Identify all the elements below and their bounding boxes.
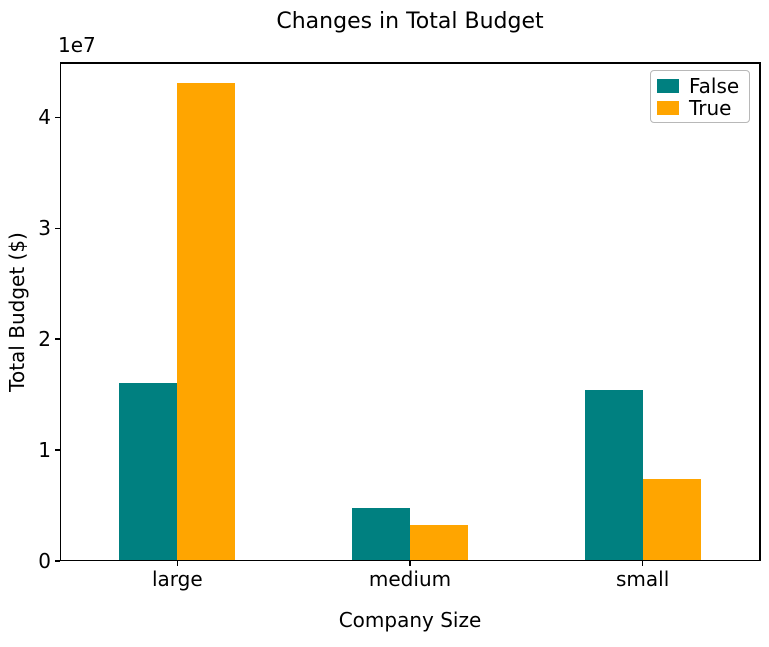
legend: False True: [650, 70, 750, 123]
y-tick-label: 2: [38, 326, 51, 351]
y-tick-label: 1: [38, 437, 51, 462]
plot-spine-bottom: [59, 559, 761, 561]
bar-small-true: [642, 479, 701, 560]
x-tick-label-small: small: [616, 567, 670, 591]
y-axis-scale-offset-label: 1e7: [58, 33, 96, 57]
bar-medium-true: [410, 524, 469, 560]
bar-medium-false: [351, 507, 410, 560]
y-tick-mark: [54, 338, 60, 340]
chart-title: Changes in Total Budget: [276, 9, 544, 34]
legend-swatch-false: [657, 79, 679, 93]
legend-swatch-true: [657, 101, 679, 115]
legend-item-true: True: [657, 97, 743, 119]
y-tick-mark: [54, 227, 60, 230]
x-tick-label-large: large: [151, 567, 203, 591]
plot-spine-top: [59, 62, 761, 64]
legend-item-false: False: [657, 75, 743, 97]
y-tick-mark: [54, 449, 60, 451]
y-axis-label: Total Budget ($): [5, 232, 29, 392]
bar-large-true: [177, 83, 236, 560]
x-tick-mark: [409, 561, 411, 566]
y-tick-label: 3: [38, 215, 51, 240]
x-tick-mark: [176, 561, 179, 566]
x-axis-label: Company Size: [338, 608, 482, 632]
bar-small-false: [584, 390, 643, 560]
y-tick-label: 0: [38, 548, 51, 573]
legend-label-false: False: [689, 74, 740, 98]
x-tick-label-medium: medium: [368, 567, 452, 591]
legend-label-true: True: [689, 96, 732, 120]
x-tick-mark: [641, 561, 644, 566]
y-tick-label: 4: [38, 104, 51, 129]
y-tick-mark: [54, 560, 60, 562]
plot-spine-right: [759, 62, 761, 561]
plot-spine-left: [59, 62, 61, 561]
y-tick-mark: [54, 116, 60, 119]
bar-large-false: [119, 382, 178, 560]
